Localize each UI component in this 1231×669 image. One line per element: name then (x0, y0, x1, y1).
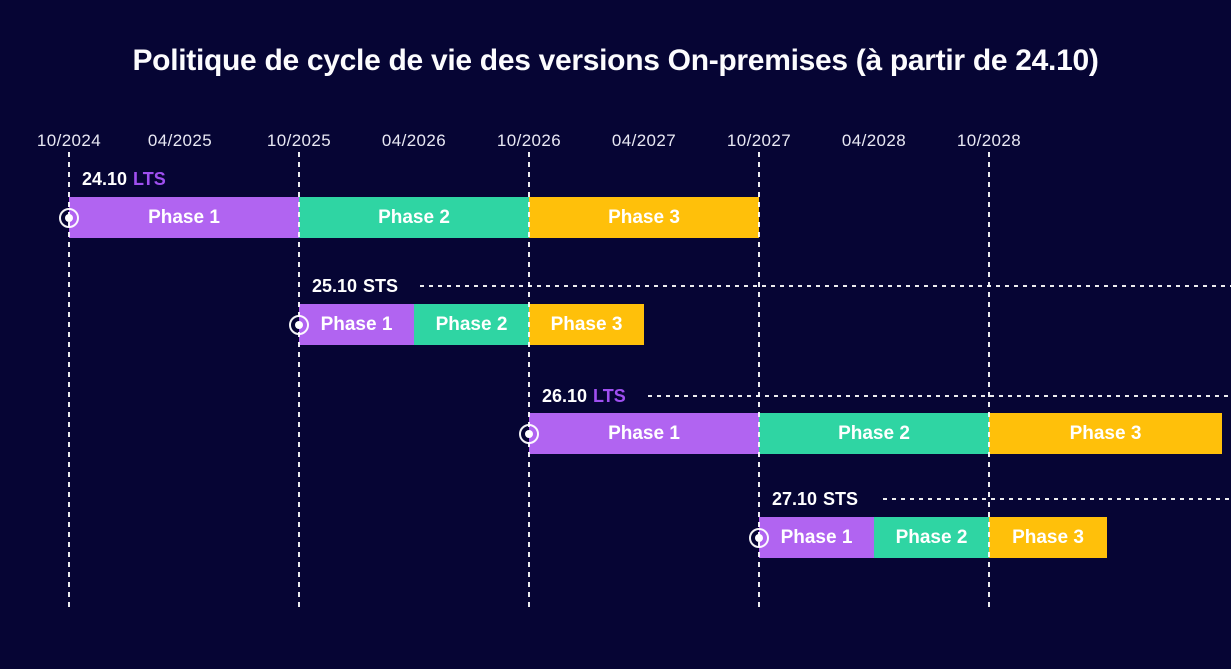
release-version: 26.10 (542, 386, 588, 406)
axis-tick-label: 04/2026 (381, 131, 447, 150)
vertical-gridline (758, 152, 760, 612)
phase-bar-label: Phase 3 (1012, 526, 1084, 548)
release-start-marker-icon (59, 207, 79, 228)
phase-bar: Phase 3 (529, 197, 759, 238)
axis-tick-label: 04/2028 (841, 131, 907, 150)
release-label: 27.10 STS (772, 489, 858, 510)
axis-tick-label: 10/2028 (956, 131, 1022, 150)
phase-bar-label: Phase 3 (1069, 422, 1142, 444)
vertical-gridline (988, 152, 990, 612)
release-start-marker-icon (749, 527, 769, 548)
release-start-marker-icon (519, 423, 539, 444)
phase-bar: Phase 1 (299, 304, 414, 345)
phase-bar-label: Phase 1 (780, 526, 853, 548)
release-channel: STS (363, 276, 399, 296)
release-label: 24.10 LTS (82, 169, 166, 190)
page-title: Politique de cycle de vie des versions O… (132, 44, 1099, 77)
marker-dot (65, 213, 73, 222)
phase-bar: Phase 2 (414, 304, 529, 345)
marker-dot (755, 533, 763, 542)
phase-bar-label: Phase 1 (320, 313, 393, 335)
axis-tick-label: 10/2026 (496, 131, 562, 150)
release-version: 27.10 (772, 489, 818, 509)
release-leader-dashed-line (420, 285, 1231, 287)
release-label: 26.10 LTS (542, 386, 626, 407)
release-version: 24.10 (82, 169, 128, 189)
phase-bar: Phase 3 (989, 413, 1222, 454)
phase-bar: Phase 2 (874, 517, 989, 558)
release-channel: STS (823, 489, 859, 509)
phase-bar-label: Phase 2 (378, 206, 450, 228)
release-channel: LTS (133, 169, 166, 189)
vertical-gridline (68, 152, 70, 612)
phase-bar: Phase 2 (299, 197, 529, 238)
phase-bar-label: Phase 1 (608, 422, 680, 444)
phase-bar-label: Phase 2 (895, 526, 968, 548)
release-leader-dashed-line (648, 395, 1231, 397)
marker-dot (525, 429, 533, 438)
vertical-gridline (528, 152, 530, 612)
phase-bar: Phase 2 (759, 413, 989, 454)
axis-tick-label: 10/2025 (266, 131, 332, 150)
phase-bar-label: Phase 2 (838, 422, 910, 444)
release-start-marker-icon (289, 314, 309, 335)
phase-bar: Phase 1 (69, 197, 299, 238)
axis-tick-label: 10/2027 (726, 131, 792, 150)
phase-bar: Phase 1 (529, 413, 759, 454)
phase-bar: Phase 1 (759, 517, 874, 558)
phase-bar: Phase 3 (989, 517, 1107, 558)
release-version: 25.10 (312, 276, 358, 296)
release-label: 25.10 STS (312, 276, 398, 297)
release-channel: LTS (593, 386, 626, 406)
vertical-gridline (298, 152, 300, 612)
phase-bar-label: Phase 2 (435, 313, 508, 335)
axis-tick-label: 04/2025 (147, 131, 213, 150)
phase-bar-label: Phase 3 (550, 313, 623, 335)
axis-tick-label: 04/2027 (611, 131, 677, 150)
release-leader-dashed-line (883, 498, 1231, 500)
phase-bar: Phase 3 (529, 304, 644, 345)
phase-bar-label: Phase 1 (148, 206, 220, 228)
axis-tick-label: 10/2024 (36, 131, 102, 150)
marker-dot (295, 320, 303, 329)
phase-bar-label: Phase 3 (608, 206, 680, 228)
